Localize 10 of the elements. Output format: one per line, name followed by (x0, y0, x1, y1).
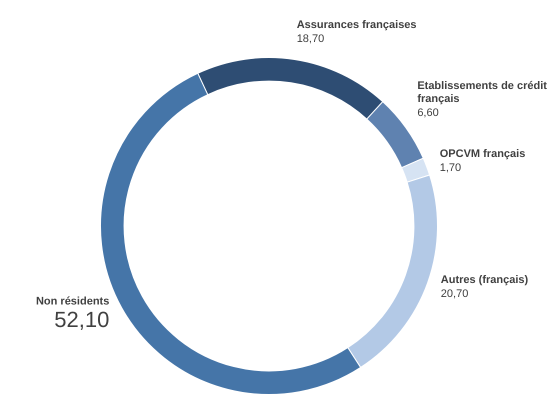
data-label: 18,70 (296, 33, 324, 46)
data-label: 20,70 (440, 288, 468, 300)
slice-label: Autres (français) (440, 274, 529, 286)
slice-label: OPCVM français (440, 148, 526, 160)
data-label: 1,70 (440, 162, 462, 174)
data-label: 52,10 (54, 306, 110, 332)
slice-label: Assurances françaises (296, 19, 417, 32)
slice-label: Non résidents (36, 295, 110, 308)
slice-label: Etablissements de crédit français (417, 80, 548, 106)
data-label: 6,60 (417, 107, 439, 120)
